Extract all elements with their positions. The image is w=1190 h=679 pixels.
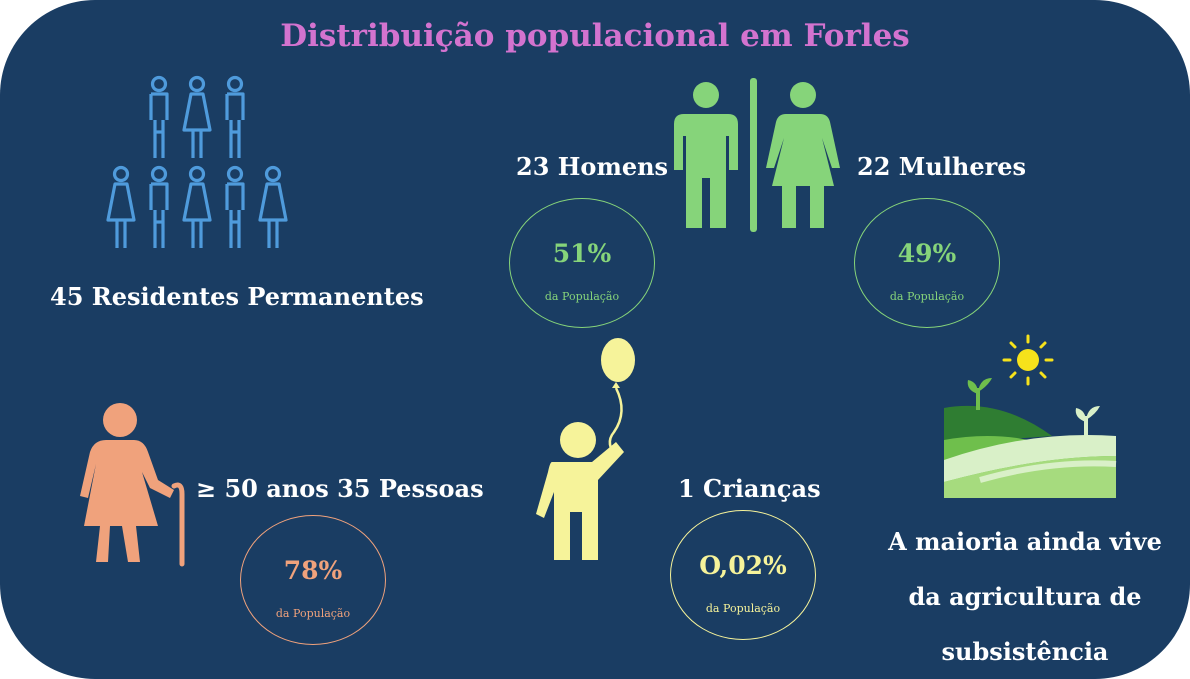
children-label: 1 Crianças [678,474,821,503]
residents-label: 45 Residentes Permanentes [50,282,424,311]
women-percent-caption: da População [889,290,965,303]
man-icon [674,82,738,228]
elderly-icon [80,403,185,567]
sun-icon [1002,334,1054,386]
agriculture-line-2: da agricultura de [908,582,1142,611]
children-percent-caption: da População [705,602,781,615]
agriculture-line-1: A maioria ainda vive [888,527,1162,556]
farm-field-icon [944,334,1117,498]
men-label: 23 Homens [516,152,669,181]
woman-icon [766,82,840,228]
men-percent-circle: 51% da População [509,198,655,328]
page-title: Distribuição populacional em Forles [280,18,910,54]
elderly-percent-caption: da População [275,607,351,620]
child-balloon-icon [536,338,635,560]
children-percent: O,02% [699,551,787,580]
agriculture-text: A maioria ainda vive da agricultura de s… [860,514,1190,679]
children-percent-circle: O,02% da População [670,510,816,640]
women-percent-circle: 49% da População [854,198,1000,328]
women-label: 22 Mulheres [857,152,1027,181]
men-percent: 51% [552,239,612,268]
agriculture-line-3: subsistência [941,637,1109,666]
men-percent-caption: da População [544,290,620,303]
gender-divider [750,78,757,232]
people-group-icon [106,75,288,250]
elderly-label: ≥ 50 anos 35 Pessoas [196,474,484,503]
elderly-percent-circle: 78% da População [240,515,386,645]
elderly-percent: 78% [283,556,343,585]
women-percent: 49% [897,239,957,268]
